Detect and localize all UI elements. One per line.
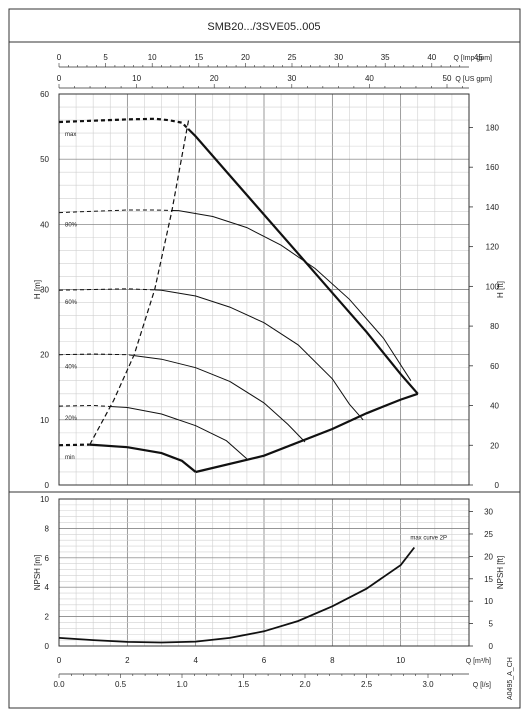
chart-title: SMB20.../3SVE05..005 [207, 21, 320, 33]
head-ylabel-left: H [m] [33, 280, 42, 299]
head-ytick-label: 0 [45, 481, 50, 490]
top-axis-tick-label: 10 [132, 74, 141, 83]
head-ft-tick-label: 100 [486, 282, 500, 291]
xtick-label-m3h: 6 [262, 656, 267, 665]
xtick-label-m3h: 2 [125, 656, 130, 665]
top-axis-tick-label: 10 [148, 53, 157, 62]
npsh-ft-tick-label: 20 [484, 552, 493, 561]
npsh-curve [58, 546, 416, 644]
npsh-ft-tick-label: 30 [484, 508, 493, 517]
xlabel-m3h: Q [m³/h] [466, 658, 491, 665]
head-ytick-label: 10 [40, 416, 49, 425]
xtick-label-m3h: 8 [330, 656, 335, 665]
curve-min-dashed [58, 443, 90, 447]
top-axis-tick-label: 35 [381, 53, 390, 62]
top-axis-tick-label: 0 [57, 53, 62, 62]
npsh-ft-tick-label: 25 [484, 530, 493, 539]
npsh-ylabel-right: NPSH [ft] [496, 556, 505, 589]
npsh-ylabel-left: NPSH [m] [33, 555, 42, 591]
xtick-label-ls: 0.0 [53, 680, 65, 689]
top-axis-tick-label: 40 [427, 53, 436, 62]
top-axis-tick-label: 20 [210, 74, 219, 83]
head-ft-tick-label: 160 [486, 163, 500, 172]
head-ytick-label: 60 [40, 90, 49, 99]
curve-label-40pct: 40% [65, 365, 78, 371]
top-axis-tick-label: 50 [443, 74, 452, 83]
top-axis-tick-label: 45 [474, 53, 483, 62]
curve-60pct-dashed [58, 288, 155, 291]
npsh-ytick-label: 0 [45, 642, 50, 651]
top-axis-tick-label: 25 [288, 53, 297, 62]
curve-label-20pct: 20% [65, 416, 78, 422]
npsh-ytick-label: 2 [45, 613, 50, 622]
curve-20pct [110, 406, 248, 460]
head-ft-tick-label: 180 [486, 123, 500, 132]
operating-boundary-line [195, 392, 419, 474]
npsh-ytick-label: 4 [45, 583, 50, 592]
curve-80pct [171, 210, 412, 381]
top-axis-title: Q [Imp gpm] [453, 55, 492, 62]
npsh-curve-label: max curve 2P [410, 536, 447, 542]
head-ft-tick-label: 80 [490, 322, 499, 331]
chart-content: 0102030405060024681002040608010012014016… [9, 53, 520, 689]
curve-label-80pct: 80% [65, 223, 78, 229]
npsh-ytick-label: 8 [45, 524, 50, 533]
top-axis-tick-label: 15 [194, 53, 203, 62]
xtick-label-m3h: 10 [396, 656, 405, 665]
head-ytick-label: 20 [40, 351, 49, 360]
sheet-border [8, 8, 521, 709]
head-ytick-label: 40 [40, 220, 49, 229]
top-axis-tick-label: 30 [334, 53, 343, 62]
xlabel-ls: Q [l/s] [473, 682, 491, 689]
xtick-label-ls: 1.5 [238, 680, 250, 689]
top-axis-tick-label: 30 [287, 74, 296, 83]
head-ytick-label: 50 [40, 155, 49, 164]
min-flow-limit-line [89, 118, 190, 445]
curve-40pct-dashed [58, 353, 135, 357]
xtick-label-ls: 1.0 [176, 680, 188, 689]
head-plot-frame [58, 93, 470, 486]
xtick-label-m3h: 4 [193, 656, 198, 665]
side-code: A0495_A_CH [507, 657, 514, 700]
top-axis-title: Q [US gpm] [455, 76, 492, 83]
xtick-label-ls: 3.0 [422, 680, 434, 689]
curve-min [89, 443, 197, 473]
npsh-plot-frame [58, 498, 470, 647]
curve-label-60pct: 60% [65, 300, 78, 306]
top-axis-tick-label: 20 [241, 53, 250, 62]
top-axis-tick-label: 40 [365, 74, 374, 83]
curve-label-max: max [65, 132, 76, 138]
npsh-ft-tick-label: 15 [484, 575, 493, 584]
top-axis-tick-label: 0 [57, 74, 62, 83]
npsh-ft-tick-label: 0 [489, 642, 494, 651]
head-ytick-label: 30 [40, 286, 49, 295]
head-ylabel-right: H [ft] [496, 281, 505, 298]
npsh-ytick-label: 10 [40, 495, 49, 504]
npsh-ytick-label: 6 [45, 554, 50, 563]
head-ft-tick-label: 120 [486, 243, 500, 252]
curve-40pct [134, 355, 306, 443]
head-ft-tick-label: 20 [490, 441, 499, 450]
curve-80pct-dashed [58, 209, 172, 214]
head-ft-tick-label: 40 [490, 402, 499, 411]
xtick-label-ls: 2.5 [361, 680, 373, 689]
curve-60pct [154, 289, 364, 421]
curve-20pct-dashed [58, 404, 111, 407]
curve-max [187, 128, 419, 395]
head-ft-tick-label: 0 [495, 481, 500, 490]
top-axis-tick-label: 5 [103, 53, 108, 62]
npsh-ft-tick-label: 5 [489, 620, 494, 629]
npsh-ft-tick-label: 10 [484, 597, 493, 606]
xtick-label-ls: 2.0 [299, 680, 311, 689]
head-ft-tick-label: 60 [490, 362, 499, 371]
xtick-label-ls: 0.5 [115, 680, 127, 689]
head-ft-tick-label: 140 [486, 203, 500, 212]
xtick-label-m3h: 0 [57, 656, 62, 665]
curve-label-min: min [65, 455, 75, 461]
